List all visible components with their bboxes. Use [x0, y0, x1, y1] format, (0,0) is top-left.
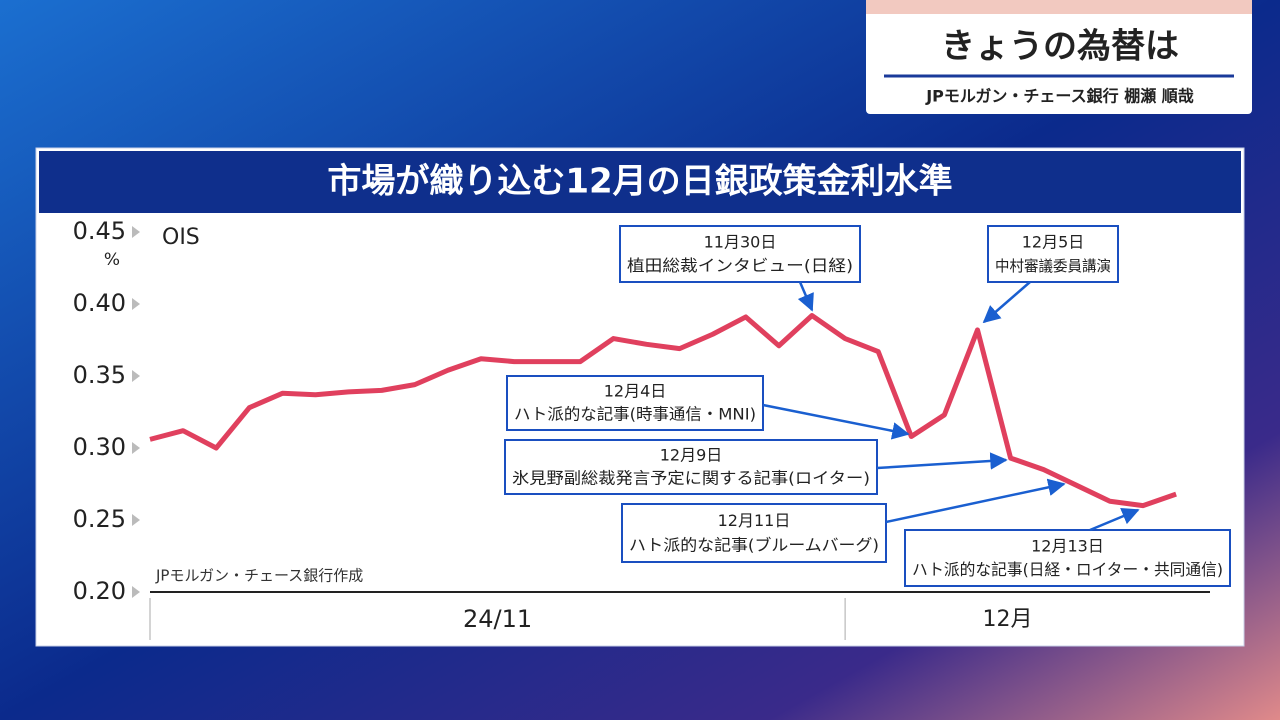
y-unit: % — [104, 250, 120, 270]
annotation-box — [987, 225, 1119, 283]
y-tick-label: 0.20 — [73, 577, 126, 605]
header-strip — [866, 0, 1252, 14]
header-box — [866, 0, 1252, 114]
annotation-arrow — [1089, 507, 1140, 532]
annotation-arrow — [982, 281, 1031, 324]
annotation-box — [619, 225, 861, 283]
header-title: きょうの為替は — [941, 27, 1179, 67]
y-tick-label: 0.35 — [73, 361, 126, 389]
annotation-text: ハト派的な記事(日経・ロイター・共同通信) — [912, 560, 1223, 579]
annotation-text: ハト派的な記事(時事通信・MNI) — [514, 404, 756, 423]
source: JPモルガン・チェース銀行作成 — [155, 567, 363, 585]
annotation-date: 12月5日 — [1022, 232, 1085, 251]
annotation-arrow — [762, 403, 910, 440]
annotation-box — [621, 503, 887, 563]
annotation-date: 11月30日 — [704, 232, 777, 251]
tick-mark — [132, 514, 140, 526]
annotation-arrow — [797, 281, 814, 312]
annotation-arrow — [876, 452, 1008, 470]
annotation-text: ハト派的な記事(ブルームバーグ) — [629, 535, 879, 554]
tick-mark — [132, 442, 140, 454]
y-tick-label: 0.25 — [73, 505, 126, 533]
tick-mark — [132, 226, 140, 238]
annotation-arrow — [885, 478, 1066, 524]
annotation-box — [506, 375, 764, 431]
chart-title: 市場が織り込む12月の日銀政策金利水準 — [327, 162, 952, 202]
y-tick-label: 0.45 — [73, 217, 126, 245]
title-band — [39, 151, 1241, 213]
annotation-date: 12月13日 — [1031, 536, 1104, 555]
annotation-text: 植田総裁インタビュー(日経) — [627, 256, 853, 275]
annotation-date: 12月11日 — [718, 511, 791, 530]
annotation-text: 中村審議委員講演 — [995, 257, 1111, 275]
y-tick-label: 0.30 — [73, 433, 126, 461]
y-tick-label: 0.40 — [73, 289, 126, 317]
x-group-label: 12月 — [983, 607, 1033, 632]
annotation-box — [904, 529, 1231, 587]
header-subtitle: JPモルガン・チェース銀行 棚瀬 順哉 — [925, 87, 1194, 106]
annotation-text: 氷見野副総裁発言予定に関する記事(ロイター) — [512, 468, 870, 487]
x-group-label: 24/11 — [463, 605, 532, 633]
tick-mark — [132, 586, 140, 598]
tick-mark — [132, 298, 140, 310]
series-label: OIS — [162, 225, 200, 250]
series-line — [149, 313, 1177, 509]
tick-mark — [132, 370, 140, 382]
annotation-date: 12月9日 — [660, 446, 723, 465]
annotation-box — [504, 439, 878, 495]
annotation-date: 12月4日 — [604, 382, 667, 401]
